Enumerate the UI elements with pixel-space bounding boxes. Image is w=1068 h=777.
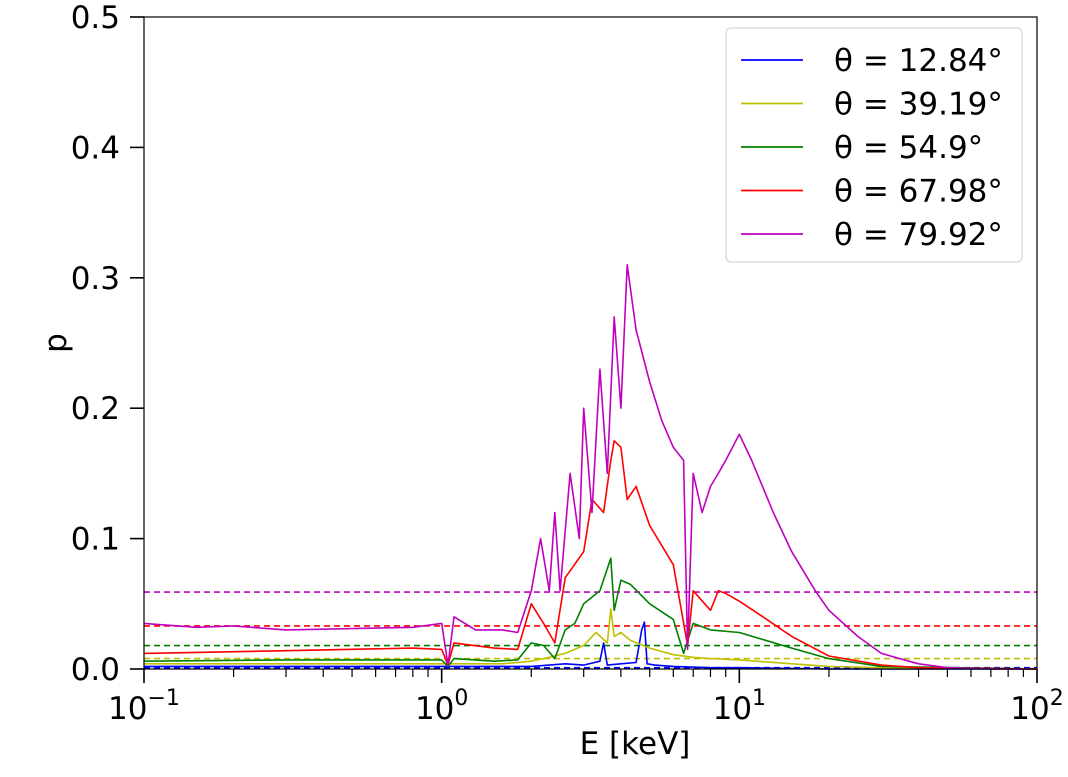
- legend-label-4: θ = 67.98°: [834, 174, 1003, 210]
- legend-label-2: θ = 39.19°: [834, 87, 1003, 123]
- plot-frame: [143, 16, 1038, 670]
- y-axis-label: p: [38, 333, 74, 353]
- series-line-3: [143, 557, 1038, 670]
- x-axis-label: E [keV]: [580, 726, 691, 762]
- legend-label-1: θ = 12.84°: [834, 43, 1003, 79]
- y-tick-label: 0.5: [71, 0, 120, 36]
- legend-label-3: θ = 54.9°: [834, 130, 983, 166]
- series-lines: [143, 263, 1038, 670]
- x-tick-label: 100: [415, 686, 468, 727]
- y-tick-label: 0.2: [71, 391, 120, 427]
- series-line-2: [144, 608, 1038, 670]
- y-tick-label: 0.1: [71, 522, 120, 558]
- x-tick-labels: 10−1 100 101 102: [108, 686, 1064, 727]
- series-line-1: [144, 621, 1037, 670]
- y-tick-label: 0.0: [71, 652, 120, 688]
- x-tick-label: 102: [1010, 686, 1063, 727]
- series-line-4: [143, 439, 1038, 670]
- legend: θ = 12.84° θ = 39.19° θ = 54.9° θ = 67.98° θ…: [725, 27, 1023, 263]
- series-line-5: [143, 263, 1037, 670]
- y-tick-labels: 0.0 0.1 0.2 0.3 0.4 0.5: [71, 0, 120, 688]
- x-tick-label: 101: [713, 686, 766, 727]
- legend-box: [725, 27, 1023, 263]
- y-tick-label: 0.4: [71, 130, 120, 166]
- legend-label-5: θ = 79.92°: [834, 217, 1003, 253]
- x-tick-label: 10−1: [108, 686, 180, 727]
- axis-ticks: [130, 16, 1038, 683]
- y-tick-label: 0.3: [71, 261, 120, 297]
